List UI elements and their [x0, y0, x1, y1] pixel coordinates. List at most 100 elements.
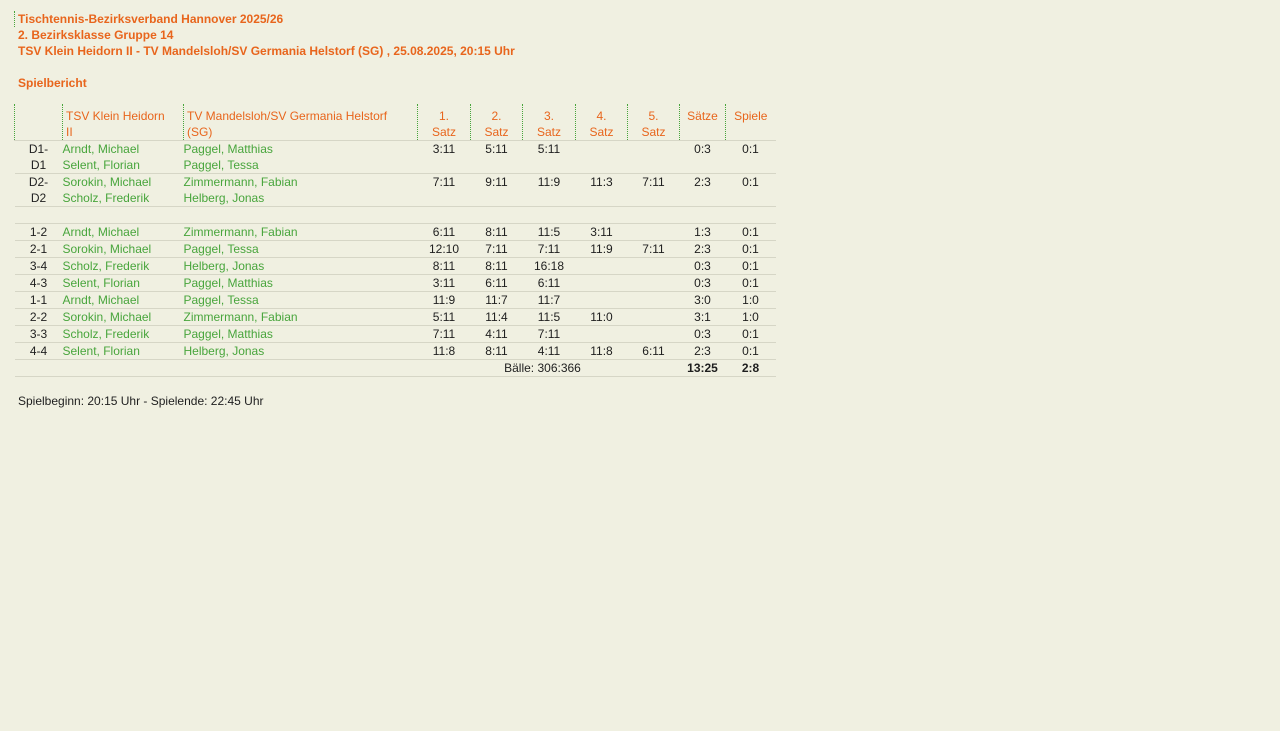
set-score — [628, 141, 680, 174]
column-header-set-1: 1. Satz — [417, 104, 471, 141]
player-link[interactable]: Paggel, Tessa — [183, 158, 259, 172]
table-row-doubles-2: D2- D2 Sorokin, Michael Scholz, Frederik … — [14, 173, 776, 207]
player-link[interactable]: Sorokin, Michael — [62, 242, 152, 256]
spacer-row — [14, 206, 776, 224]
player-link[interactable]: Paggel, Matthias — [183, 327, 273, 341]
set-score: 11:9 — [590, 242, 613, 256]
sets-result: 2:3 — [694, 175, 711, 189]
column-header-set-4: 4. Satz — [575, 104, 628, 141]
player-link[interactable]: Selent, Florian — [62, 344, 140, 358]
games-result: 1:0 — [742, 293, 759, 307]
set-score: 11:7 — [537, 293, 561, 307]
set-score: 9:11 — [485, 175, 508, 189]
set-score: 5:11 — [537, 142, 561, 156]
match-number: D1- D1 — [28, 142, 49, 172]
games-total: 2:8 — [741, 361, 760, 375]
player-link[interactable]: Scholz, Frederik — [62, 327, 150, 341]
set-score: 3:11 — [590, 225, 613, 239]
player-link[interactable]: Helberg, Jonas — [183, 191, 265, 205]
player-link[interactable]: Paggel, Matthias — [183, 142, 273, 156]
match-number: 3-3 — [29, 327, 48, 341]
sets-result: 0:3 — [694, 259, 711, 273]
player-link[interactable]: Paggel, Matthias — [183, 276, 273, 290]
games-result: 0:1 — [742, 242, 759, 256]
player-link[interactable]: Zimmermann, Fabian — [183, 175, 298, 189]
set-score: 11:0 — [590, 310, 613, 324]
column-header-away-team: TV Mandelsloh/SV Germania Helstorf (SG) — [183, 104, 418, 141]
sets-result: 3:1 — [694, 310, 711, 324]
match-number: 4-3 — [29, 276, 48, 290]
table-header-row: TSV Klein Heidorn II TV Mandelsloh/SV Ge… — [14, 104, 776, 141]
games-result: 0:1 — [742, 225, 759, 239]
set-score: 11:4 — [485, 310, 508, 324]
table-row-doubles-1: D1- D1 Arndt, Michael Selent, Florian Pag… — [14, 140, 776, 174]
page-title: Spielbericht — [18, 76, 87, 90]
set-score: 8:11 — [485, 344, 508, 358]
set-score: 8:11 — [485, 259, 508, 273]
set-score — [576, 326, 628, 343]
player-link[interactable]: Paggel, Tessa — [183, 293, 259, 307]
set-score: 6:11 — [432, 225, 456, 239]
set-score — [576, 275, 628, 292]
player-link[interactable]: Arndt, Michael — [62, 293, 140, 307]
set-score: 7:11 — [642, 175, 665, 189]
player-link[interactable]: Paggel, Tessa — [183, 242, 259, 256]
player-link[interactable]: Scholz, Frederik — [62, 191, 150, 205]
column-header-saetze: Sätze — [679, 104, 726, 141]
set-score: 11:7 — [485, 293, 508, 307]
player-link[interactable]: Selent, Florian — [62, 158, 140, 172]
column-header-home-team: TSV Klein Heidorn II — [62, 104, 184, 141]
set-score: 3:11 — [432, 276, 456, 290]
set-score: 7:11 — [432, 327, 456, 341]
player-link[interactable]: Helberg, Jonas — [183, 259, 265, 273]
set-score: 11:9 — [537, 175, 561, 189]
set-score: 16:18 — [533, 259, 565, 273]
set-score: 6:11 — [485, 276, 508, 290]
player-link[interactable]: Arndt, Michael — [62, 142, 140, 156]
table-row-singles: 1-1 Arndt, Michael Paggel, Tessa 11:9 11… — [14, 291, 776, 309]
player-link[interactable]: Sorokin, Michael — [62, 310, 152, 324]
set-score — [628, 275, 680, 292]
set-score: 11:8 — [432, 344, 456, 358]
player-link[interactable]: Selent, Florian — [62, 276, 140, 290]
match-number: 2-2 — [29, 310, 48, 324]
sets-result: 2:3 — [694, 242, 711, 256]
spacer-cell — [15, 207, 776, 224]
set-score: 7:11 — [432, 175, 456, 189]
games-result: 0:1 — [742, 259, 759, 273]
player-link[interactable]: Sorokin, Michael — [62, 175, 152, 189]
set-score: 11:9 — [432, 293, 456, 307]
player-link[interactable]: Zimmermann, Fabian — [183, 310, 298, 324]
column-header-set-5: 5. Satz — [627, 104, 680, 141]
set-score: 3:11 — [432, 142, 456, 156]
column-header-number — [14, 104, 63, 141]
sets-result: 1:3 — [694, 225, 711, 239]
column-header-set-2: 2. Satz — [470, 104, 523, 141]
player-link[interactable]: Scholz, Frederik — [62, 259, 150, 273]
set-score: 8:11 — [485, 225, 508, 239]
player-link[interactable]: Helberg, Jonas — [183, 344, 265, 358]
set-score: 8:11 — [432, 259, 456, 273]
player-link[interactable]: Zimmermann, Fabian — [183, 225, 298, 239]
table-row-singles: 2-1 Sorokin, Michael Paggel, Tessa 12:10… — [14, 240, 776, 258]
set-score: 11:5 — [537, 225, 561, 239]
set-score — [576, 258, 628, 275]
set-score: 12:10 — [428, 242, 460, 256]
table-row-singles: 4-4 Selent, Florian Helberg, Jonas 11:8 … — [14, 342, 776, 360]
set-score: 7:11 — [537, 327, 561, 341]
sets-result: 0:3 — [694, 142, 711, 156]
set-score: 7:11 — [537, 242, 561, 256]
set-score: 5:11 — [432, 310, 456, 324]
match-number: D2- D2 — [28, 175, 49, 205]
match-number: 2-1 — [29, 242, 48, 256]
set-score: 11:3 — [590, 175, 613, 189]
set-score: 7:11 — [642, 242, 665, 256]
set-score: 11:5 — [537, 310, 561, 324]
games-result: 0:1 — [742, 175, 759, 189]
league-group-title: 2. Bezirksklasse Gruppe 14 — [18, 28, 174, 42]
player-link[interactable]: Arndt, Michael — [62, 225, 140, 239]
totals-row: Bälle: 306:366 13:25 2:8 — [14, 359, 776, 377]
games-result: 0:1 — [742, 276, 759, 290]
set-score — [628, 309, 680, 326]
set-score: 11:8 — [590, 344, 613, 358]
